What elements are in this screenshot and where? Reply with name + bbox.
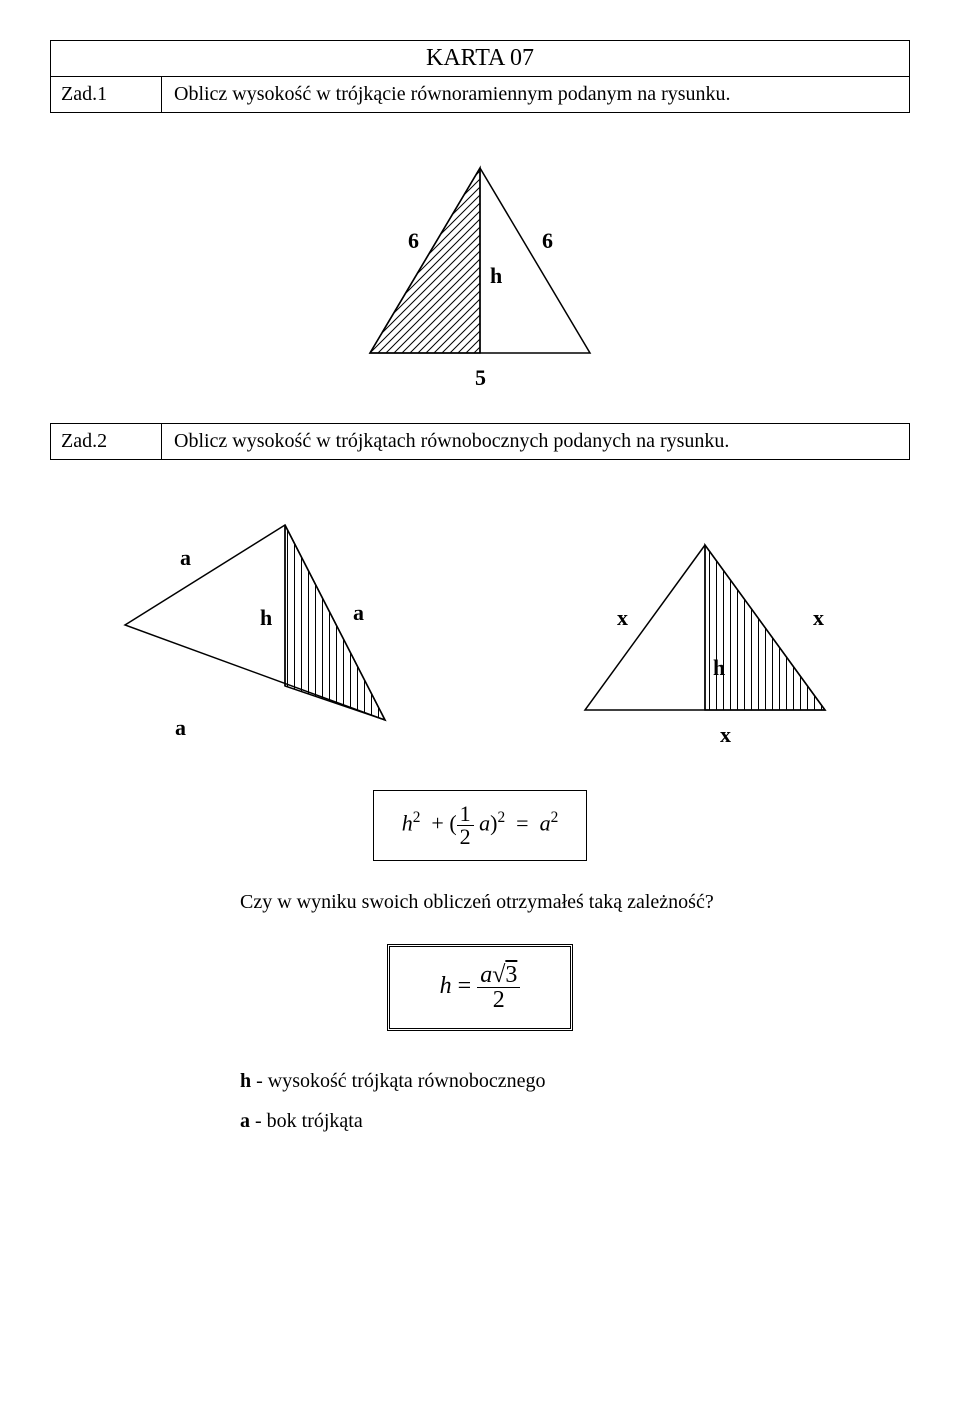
def-a-text: - bok trójkąta (250, 1110, 363, 1132)
task-2-text: Oblicz wysokość w trójkątach równoboczny… (162, 424, 909, 459)
t1-base-label: 5 (475, 365, 486, 390)
t2a-right-label: a (353, 600, 364, 625)
def-a: a - bok trójkąta (240, 1101, 910, 1141)
f1-h: h (402, 811, 413, 836)
t2b-left-label: x (617, 605, 628, 630)
task-2-row: Zad.2 Oblicz wysokość w trójkątach równo… (50, 423, 910, 460)
formula-2-box: h = a√3 2 (387, 944, 574, 1031)
f2-den: 2 (477, 988, 520, 1012)
t1-right-label: 6 (542, 228, 553, 253)
t2b-h-label: h (713, 655, 725, 680)
formula-1-box: h2 + (12 a)2 = a2 (373, 790, 588, 861)
task-1-label: Zad.1 (51, 77, 162, 112)
t2b-right-label: x (813, 605, 824, 630)
t2a-h-label: h (260, 605, 272, 630)
formula-1-wrap: h2 + (12 a)2 = a2 (50, 790, 910, 861)
f1-exp3: 2 (551, 809, 559, 826)
f2-root: 3 (505, 962, 517, 988)
figure-2-row: a h a a x x h x (50, 510, 910, 750)
t1-h-label: h (490, 263, 502, 288)
def-h-sym: h (240, 1070, 251, 1092)
f1-a2: a (540, 811, 551, 836)
t2a-base-label: a (175, 715, 186, 740)
f2-a: a (480, 962, 492, 988)
figure-1: 6 6 h 5 (50, 153, 910, 393)
f1-exp1: 2 (413, 809, 421, 826)
task-2-label: Zad.2 (51, 424, 162, 459)
t2b-base-label: x (720, 722, 731, 747)
f1-exp2: 2 (497, 809, 505, 826)
triangle-1-svg: 6 6 h 5 (330, 153, 630, 393)
question-text: Czy w wyniku swoich obliczeń otrzymałeś … (240, 891, 910, 914)
f1-num: 1 (457, 803, 474, 826)
task-1-row: Zad.1 Oblicz wysokość w trójkącie równor… (50, 77, 910, 113)
f1-a: a (479, 811, 490, 836)
t1-left-label: 6 (408, 228, 419, 253)
f2-h: h (440, 973, 452, 999)
definitions: h - wysokość trójkąta równobocznego a - … (240, 1061, 910, 1141)
formula-2-wrap: h = a√3 2 (50, 944, 910, 1031)
t2a-top-label: a (180, 545, 191, 570)
triangle-2a-svg: a h a a (105, 510, 445, 750)
triangle-2b-svg: x x h x (555, 530, 855, 750)
task-1-text: Oblicz wysokość w trójkącie równoramienn… (162, 77, 909, 112)
def-h: h - wysokość trójkąta równobocznego (240, 1061, 910, 1101)
f1-den: 2 (457, 826, 474, 848)
def-h-text: - wysokość trójkąta równobocznego (251, 1070, 545, 1092)
def-a-sym: a (240, 1110, 250, 1132)
worksheet-title: KARTA 07 (50, 40, 910, 77)
